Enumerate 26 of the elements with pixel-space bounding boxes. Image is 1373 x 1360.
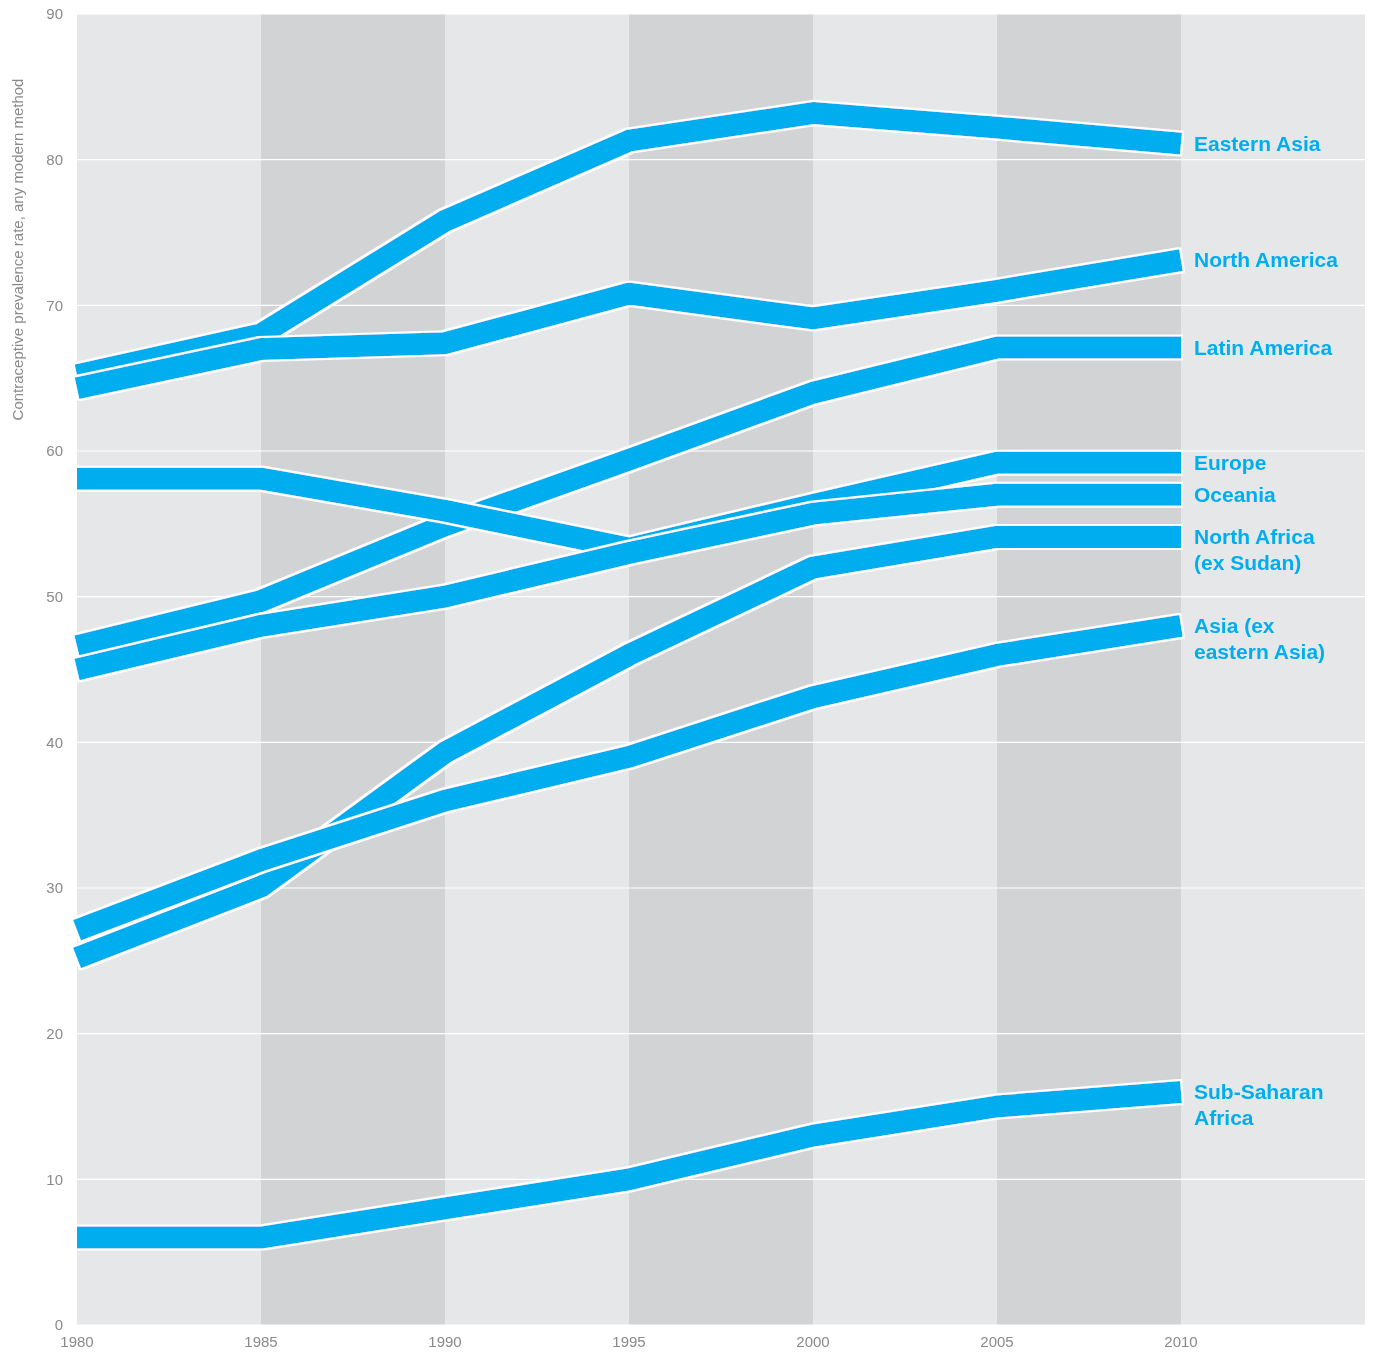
series-label: Eastern Asia: [1194, 131, 1321, 155]
series-label: Latin America: [1194, 335, 1333, 359]
series-label: Europe: [1194, 450, 1267, 474]
x-tick-label: 1980: [60, 1333, 94, 1350]
series-label: Asia (ex eastern Asia): [1194, 613, 1326, 664]
series-label: Sub-Saharan Africa: [1194, 1079, 1324, 1130]
y-tick-label: 90: [46, 5, 63, 23]
series-label: North Africa (ex Sudan): [1194, 524, 1315, 575]
x-tick-label: 1985: [244, 1333, 278, 1350]
y-tick-label: 50: [46, 587, 63, 605]
y-tick-label: 80: [46, 150, 63, 168]
x-tick-label: 1995: [612, 1333, 646, 1350]
y-tick-label: 30: [46, 879, 63, 897]
x-tick-label: 2005: [980, 1333, 1014, 1350]
y-tick-label: 10: [46, 1170, 63, 1188]
y-tick-label: 40: [46, 733, 63, 751]
y-tick-label: 70: [46, 296, 63, 314]
x-tick-label: 2010: [1164, 1333, 1198, 1350]
x-tick-label: 1990: [428, 1333, 462, 1350]
y-tick-label: 20: [46, 1024, 63, 1042]
y-tick-label: 60: [46, 442, 63, 460]
y-axis-title: Contraceptive prevalence rate, any modern method: [9, 78, 26, 421]
x-tick-label: 2000: [796, 1333, 830, 1350]
series-label: North America: [1194, 248, 1339, 272]
y-tick-label: 0: [54, 1316, 63, 1334]
series-label: Oceania: [1194, 482, 1277, 506]
